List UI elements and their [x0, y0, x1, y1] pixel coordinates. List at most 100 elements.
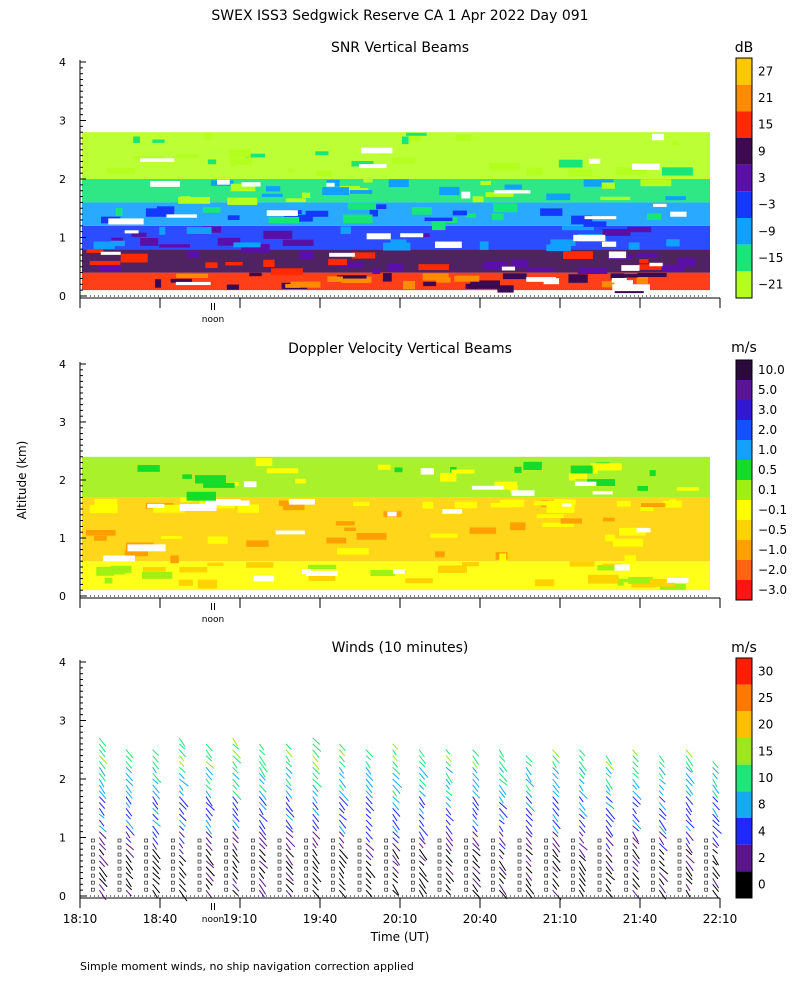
wind-barb: [552, 843, 561, 853]
wind-barb: [685, 778, 693, 787]
wind-barb: [632, 889, 640, 899]
wind-barb: [712, 842, 718, 849]
heatmap-patch: [619, 527, 646, 536]
wind-barb: [258, 767, 266, 778]
low-level-marker: [224, 873, 228, 878]
wind-barb: [658, 825, 667, 835]
low-level-marker: [464, 866, 468, 871]
low-level-marker: [517, 852, 522, 857]
wind-barb: [472, 854, 478, 862]
low-level-marker: [331, 873, 335, 878]
heatmap-patch: [540, 208, 563, 216]
wind-barb: [712, 796, 719, 803]
low-level-marker: [437, 887, 442, 892]
wind-barb: [205, 854, 214, 866]
heatmap-patch: [422, 273, 449, 281]
heatmap-patch: [422, 501, 434, 509]
wind-barb: [285, 755, 291, 763]
heatmap-patch: [562, 226, 594, 231]
wind-barb: [392, 802, 400, 811]
wind-barb: [232, 772, 240, 780]
wind-barb: [658, 790, 664, 796]
colorbar-swatch: [736, 871, 752, 898]
wind-barb: [178, 796, 189, 808]
wind-barb: [179, 766, 186, 773]
wind-barb: [445, 831, 453, 842]
heatmap-patch: [388, 263, 404, 272]
heatmap-patch: [423, 281, 437, 287]
wind-barb: [365, 790, 374, 799]
wind-barb: [712, 854, 720, 866]
low-level-marker: [517, 873, 522, 878]
wind-barb: [418, 843, 424, 849]
heatmap-gap: [359, 164, 387, 169]
colorbar-label: 27: [758, 64, 773, 78]
heatmap-gap: [400, 233, 424, 238]
low-level-marker: [651, 880, 655, 885]
low-level-marker: [437, 838, 442, 843]
low-level-marker: [171, 859, 175, 864]
wind-barb: [525, 784, 531, 792]
wind-barb: [232, 784, 238, 790]
wind-barb: [285, 772, 292, 779]
wind-barb: [578, 802, 586, 811]
wind-barb: [205, 860, 215, 869]
wind-barb: [178, 866, 187, 876]
low-level-marker: [677, 887, 682, 892]
heatmap-patch: [160, 535, 183, 539]
colorbar-label: 20: [758, 718, 773, 732]
wind-barb: [552, 854, 561, 863]
wind-barb: [125, 778, 134, 787]
wind-barb: [605, 778, 613, 790]
wind-barb: [285, 802, 294, 812]
y-tick-label: 2: [59, 773, 66, 786]
wind-barb: [525, 848, 533, 856]
heatmap-patch: [472, 196, 484, 203]
low-level-marker: [597, 859, 602, 864]
heatmap-patch: [526, 167, 543, 176]
wind-barb: [99, 825, 107, 833]
wind-barb: [445, 778, 451, 786]
low-level-marker: [277, 859, 282, 864]
wind-barb: [125, 796, 132, 805]
colorbar-swatch: [736, 218, 752, 245]
wind-barb: [445, 749, 451, 755]
heatmap-patch: [152, 139, 165, 143]
wind-barb: [605, 843, 611, 850]
wind-barb: [605, 802, 615, 810]
heatmap-gap: [434, 241, 462, 248]
low-level-marker: [571, 873, 575, 878]
y-tick-label: 4: [59, 656, 66, 669]
colorbar-label: 0.5: [758, 463, 777, 477]
heatmap-patch: [649, 470, 656, 477]
wind-barb: [285, 819, 293, 830]
heatmap-patch: [283, 502, 305, 511]
heatmap-patch: [587, 574, 619, 584]
wind-barb: [525, 790, 533, 798]
panel-2: Doppler Velocity Vertical Beams 0 1 2 3 4 II no…: [59, 340, 787, 625]
low-level-marker: [251, 852, 255, 857]
wind-barb: [285, 766, 293, 775]
wind-barb: [285, 761, 293, 768]
heatmap-patch: [159, 244, 190, 248]
low-level-marker: [517, 880, 522, 885]
wind-barb: [712, 866, 721, 877]
colorbar-unit: dB: [735, 40, 754, 56]
heatmap-gap: [147, 503, 165, 508]
wind-barb: [125, 878, 132, 888]
low-level-marker: [224, 852, 228, 857]
heatmap-patch: [583, 221, 607, 227]
wind-barb: [605, 790, 612, 796]
wind-barb: [232, 848, 238, 857]
wind-barb: [525, 866, 533, 874]
wind-barb: [605, 889, 613, 898]
heatmap-patch: [502, 273, 527, 280]
wind-barb: [392, 766, 401, 775]
heatmap-patch: [639, 259, 649, 264]
wind-barb: [125, 889, 132, 897]
colorbar-label: −1.0: [758, 543, 787, 557]
heatmap-gap: [636, 527, 651, 533]
low-level-marker: [677, 838, 682, 843]
heatmap-gap: [588, 158, 601, 164]
colorbar-label: −21: [758, 278, 783, 292]
